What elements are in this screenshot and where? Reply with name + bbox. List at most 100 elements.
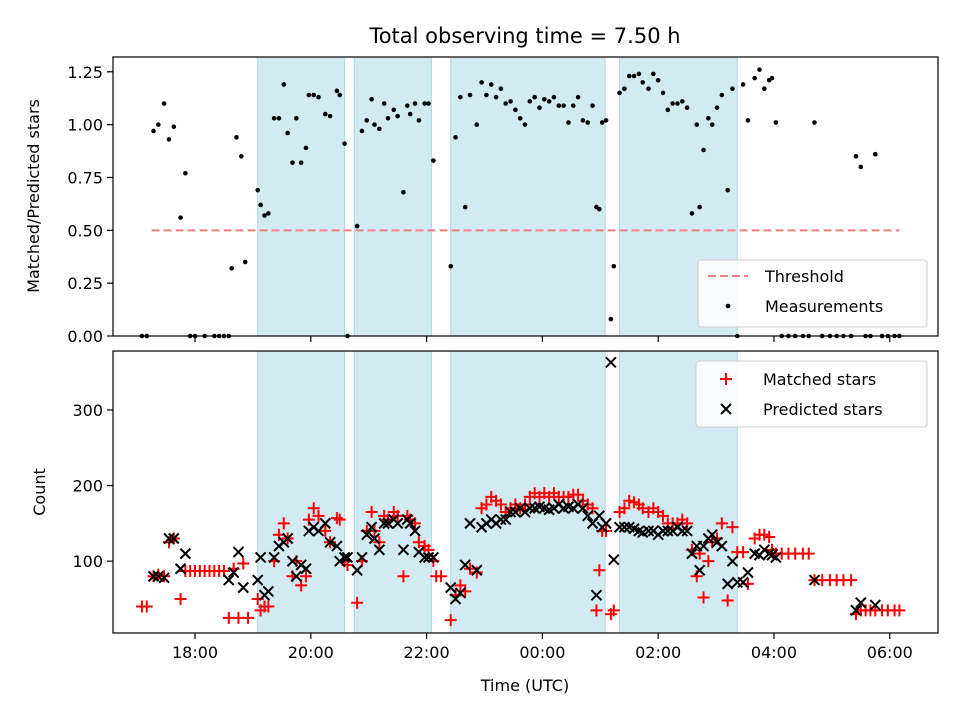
matched-star-point (454, 579, 467, 592)
predicted-star-point (286, 555, 299, 567)
legend-threshold-label: Threshold (764, 267, 844, 286)
predicted-star-point (524, 502, 536, 514)
top-legend: Threshold Measurements (697, 259, 928, 328)
count-series (135, 356, 906, 627)
measurement-point (183, 170, 188, 176)
predicted-star-point (227, 566, 240, 579)
measurement-point (517, 115, 523, 121)
x-tick-label: 00:00 (519, 643, 565, 662)
measurement-point (740, 82, 746, 87)
legend-predicted-label: Predicted stars (763, 400, 883, 419)
predicted-star-point (737, 576, 749, 589)
predicted-star-point (290, 570, 303, 583)
measurement-point (853, 154, 859, 159)
predicted-star-point (427, 551, 440, 564)
measurement-point (597, 206, 602, 212)
predicted-star-point (742, 566, 754, 579)
predicted-star-point (223, 574, 235, 586)
measurement-point (416, 118, 422, 123)
measurement-point (655, 77, 661, 83)
measurement-point (161, 101, 167, 106)
matched-star-point (277, 517, 290, 530)
measurement-point (474, 122, 480, 127)
top-shaded-interval-1 (353, 56, 432, 337)
predicted-star-point (613, 521, 626, 533)
measurement-point (488, 82, 494, 87)
predicted-star-point (459, 559, 471, 571)
measurement-point (508, 99, 513, 104)
measurement-point (585, 120, 591, 125)
measurement-point (773, 120, 779, 125)
measurement-point (458, 94, 463, 100)
predicted-star-point (338, 551, 351, 564)
measurement-point (522, 122, 528, 127)
bottom-axes: 100 200 300 18:00 20:00 22:00 00:00 02:00 04:00 0… (72, 401, 912, 662)
measurement-point (498, 86, 504, 92)
measurement-point (752, 75, 757, 81)
top-y-tick-label: 0.50 (67, 221, 103, 240)
measurement-point (178, 215, 183, 220)
matched-star-point (312, 509, 325, 522)
matched-star-point (737, 546, 750, 559)
top-y-tick-label: 1.25 (67, 63, 103, 82)
matched-star-point (657, 509, 669, 522)
matched-star-point (802, 547, 815, 560)
predicted-star-point (721, 578, 734, 590)
predicted-star-point (716, 540, 728, 552)
predicted-star-point (409, 525, 421, 537)
measurement-point (151, 128, 156, 134)
predicted-star-point (237, 581, 249, 594)
x-tick-label: 06:00 (867, 643, 913, 662)
measurement-point (617, 90, 622, 96)
bottom-y-tick-label: 200 (72, 477, 103, 496)
measurement-point (697, 204, 702, 210)
measurement-point (769, 75, 775, 81)
measurement-point (670, 101, 675, 106)
x-tick-label: 18:00 (172, 643, 218, 662)
measurement-point (426, 101, 431, 106)
predicted-star-point (163, 532, 175, 545)
predicted-star-point (869, 599, 881, 611)
bottom-y-tick-label: 300 (72, 401, 103, 420)
measurement-point (701, 147, 706, 153)
predicted-star-point (341, 551, 354, 564)
measurement-point (337, 92, 343, 98)
predicted-star-point (590, 589, 603, 601)
predicted-star-point (577, 502, 589, 514)
predicted-star-point (662, 525, 674, 537)
matched-star-point (242, 611, 255, 624)
bottom-frame (112, 350, 939, 634)
measurement-point (359, 128, 365, 134)
matched-star-point (319, 524, 332, 537)
measurement-point (556, 103, 562, 108)
measurement-point (636, 71, 642, 77)
measurement-point (532, 94, 537, 100)
matched-star-point (763, 530, 776, 543)
measurement-point (546, 99, 552, 104)
x-tick-label: 22:00 (404, 643, 450, 662)
predicted-star-point (324, 536, 336, 548)
matched-star-point (702, 555, 715, 568)
measurements-series (139, 67, 902, 339)
top-y-tick-label: 0.00 (67, 327, 103, 346)
predicted-star-point (600, 517, 612, 530)
predicted-star-point (168, 532, 180, 545)
measurement-point (694, 122, 700, 127)
predicted-star-point (500, 513, 512, 526)
measurement-point (391, 107, 397, 113)
matched-star-point (845, 574, 858, 587)
matched-star-point (893, 604, 906, 617)
top-y-axis-label: Matched/Predicted stars (24, 99, 43, 293)
measurement-point (266, 211, 271, 216)
predicted-star-point (770, 551, 782, 564)
measurement-point (479, 80, 484, 85)
measurement-point (448, 263, 454, 269)
predicted-star-point (686, 547, 698, 560)
measurement-point (757, 67, 762, 72)
predicted-star-point (351, 564, 363, 576)
measurement-point (467, 92, 473, 98)
measurement-point (311, 92, 317, 98)
matched-star-point (330, 512, 343, 525)
matched-star-point (618, 502, 631, 515)
